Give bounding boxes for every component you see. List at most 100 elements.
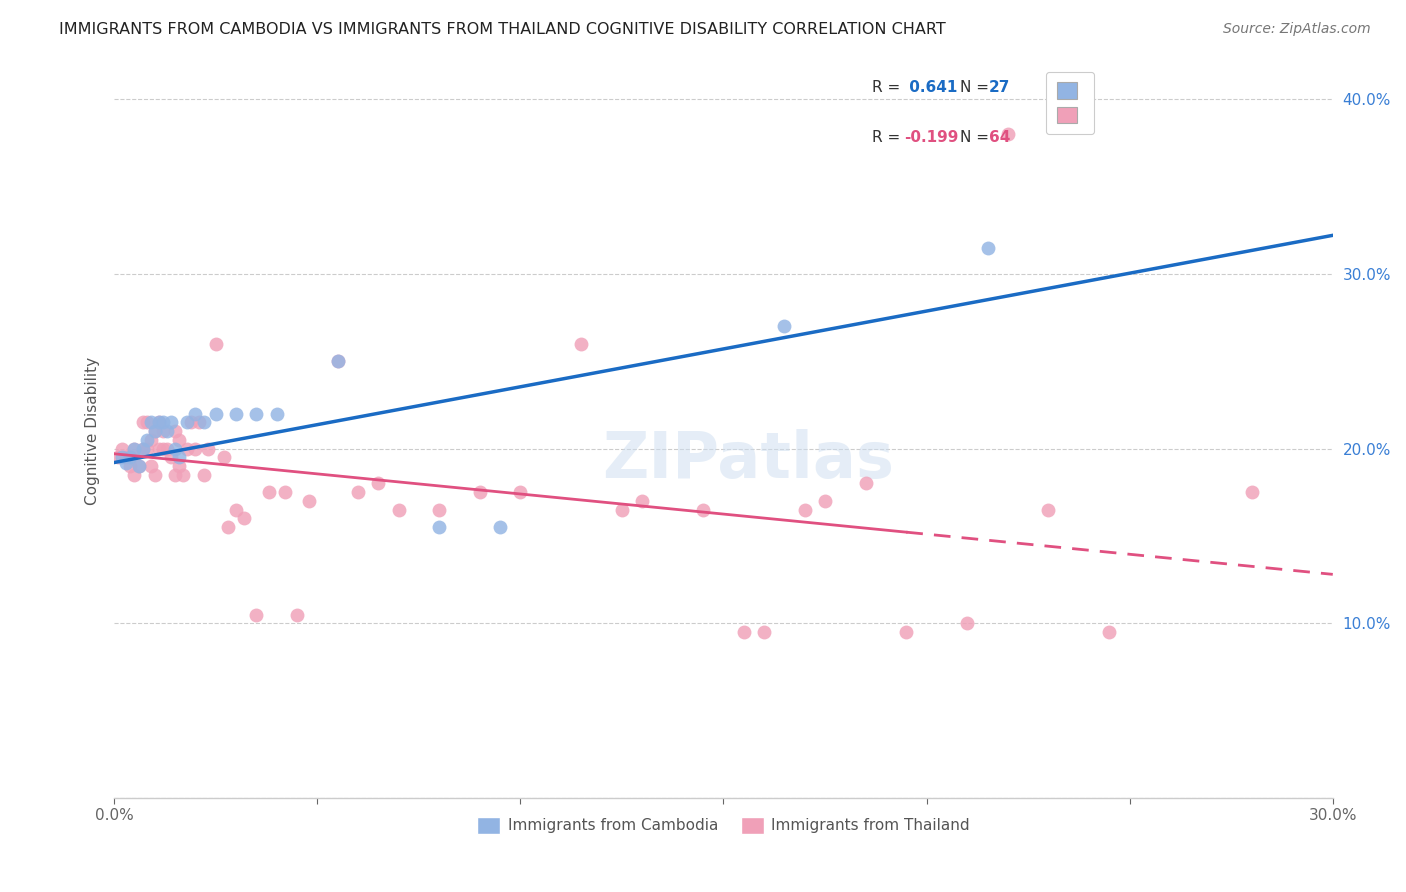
- Point: [120, 450, 142, 465]
- Text: 27: 27: [990, 80, 1011, 95]
- Point: [976, 241, 998, 255]
- Point: [143, 424, 166, 438]
- Text: R =: R =: [872, 130, 900, 145]
- Text: N =: N =: [960, 80, 988, 95]
- Point: [115, 450, 138, 465]
- Point: [1038, 502, 1060, 516]
- Point: [193, 415, 215, 429]
- Point: [956, 616, 979, 631]
- Point: [167, 433, 190, 447]
- Point: [131, 415, 153, 429]
- Point: [135, 433, 157, 447]
- Point: [167, 458, 190, 473]
- Point: [193, 467, 215, 482]
- Point: [610, 502, 633, 516]
- Point: [257, 485, 280, 500]
- Text: N =: N =: [960, 130, 988, 145]
- Point: [165, 467, 187, 482]
- Point: [152, 424, 174, 438]
- Point: [120, 458, 142, 473]
- Text: Source: ZipAtlas.com: Source: ZipAtlas.com: [1223, 22, 1371, 37]
- Point: [160, 415, 183, 429]
- Point: [184, 442, 207, 456]
- Point: [160, 450, 183, 465]
- Point: [143, 467, 166, 482]
- Text: 64: 64: [990, 130, 1011, 145]
- Point: [285, 607, 308, 622]
- Point: [197, 442, 219, 456]
- Point: [245, 407, 267, 421]
- Point: [298, 494, 321, 508]
- Point: [427, 502, 450, 516]
- Point: [107, 450, 129, 465]
- Point: [111, 450, 134, 465]
- Point: [124, 442, 146, 456]
- Point: [367, 476, 389, 491]
- Point: [135, 442, 157, 456]
- Point: [233, 511, 256, 525]
- Text: R =: R =: [872, 80, 900, 95]
- Point: [1240, 485, 1263, 500]
- Point: [167, 450, 190, 465]
- Point: [135, 415, 157, 429]
- Point: [733, 625, 755, 640]
- Point: [692, 502, 714, 516]
- Point: [468, 485, 491, 500]
- Point: [148, 442, 170, 456]
- Point: [176, 442, 198, 456]
- Point: [156, 442, 179, 456]
- Point: [148, 415, 170, 429]
- Point: [212, 450, 235, 465]
- Point: [569, 336, 592, 351]
- Point: [152, 442, 174, 456]
- Point: [139, 458, 162, 473]
- Y-axis label: Cognitive Disability: Cognitive Disability: [86, 357, 100, 505]
- Point: [165, 424, 187, 438]
- Point: [752, 625, 775, 640]
- Point: [152, 415, 174, 429]
- Point: [225, 502, 247, 516]
- Point: [139, 433, 162, 447]
- Legend: , : ,: [1046, 71, 1094, 134]
- Point: [176, 415, 198, 429]
- Point: [1098, 625, 1121, 640]
- Text: IMMIGRANTS FROM CAMBODIA VS IMMIGRANTS FROM THAILAND COGNITIVE DISABILITY CORREL: IMMIGRANTS FROM CAMBODIA VS IMMIGRANTS F…: [59, 22, 946, 37]
- Point: [204, 407, 226, 421]
- Point: [128, 458, 150, 473]
- Point: [131, 442, 153, 456]
- Point: [111, 442, 134, 456]
- Point: [387, 502, 409, 516]
- Point: [156, 424, 179, 438]
- Point: [143, 424, 166, 438]
- Point: [814, 494, 837, 508]
- Point: [217, 520, 239, 534]
- Point: [793, 502, 815, 516]
- Point: [131, 442, 153, 456]
- Point: [347, 485, 370, 500]
- Point: [326, 354, 349, 368]
- Point: [489, 520, 512, 534]
- Point: [245, 607, 267, 622]
- Point: [225, 407, 247, 421]
- Point: [184, 407, 207, 421]
- Point: [855, 476, 877, 491]
- Point: [427, 520, 450, 534]
- Point: [997, 127, 1019, 141]
- Text: -0.199: -0.199: [904, 130, 959, 145]
- Point: [509, 485, 531, 500]
- Point: [631, 494, 654, 508]
- Text: 0.641: 0.641: [904, 80, 957, 95]
- Text: ZIPatlas: ZIPatlas: [602, 429, 894, 491]
- Point: [148, 415, 170, 429]
- Point: [172, 467, 194, 482]
- Point: [128, 458, 150, 473]
- Point: [124, 467, 146, 482]
- Point: [274, 485, 297, 500]
- Point: [180, 415, 202, 429]
- Point: [124, 442, 146, 456]
- Point: [188, 415, 211, 429]
- Point: [896, 625, 918, 640]
- Point: [773, 319, 796, 334]
- Point: [115, 456, 138, 470]
- Point: [165, 442, 187, 456]
